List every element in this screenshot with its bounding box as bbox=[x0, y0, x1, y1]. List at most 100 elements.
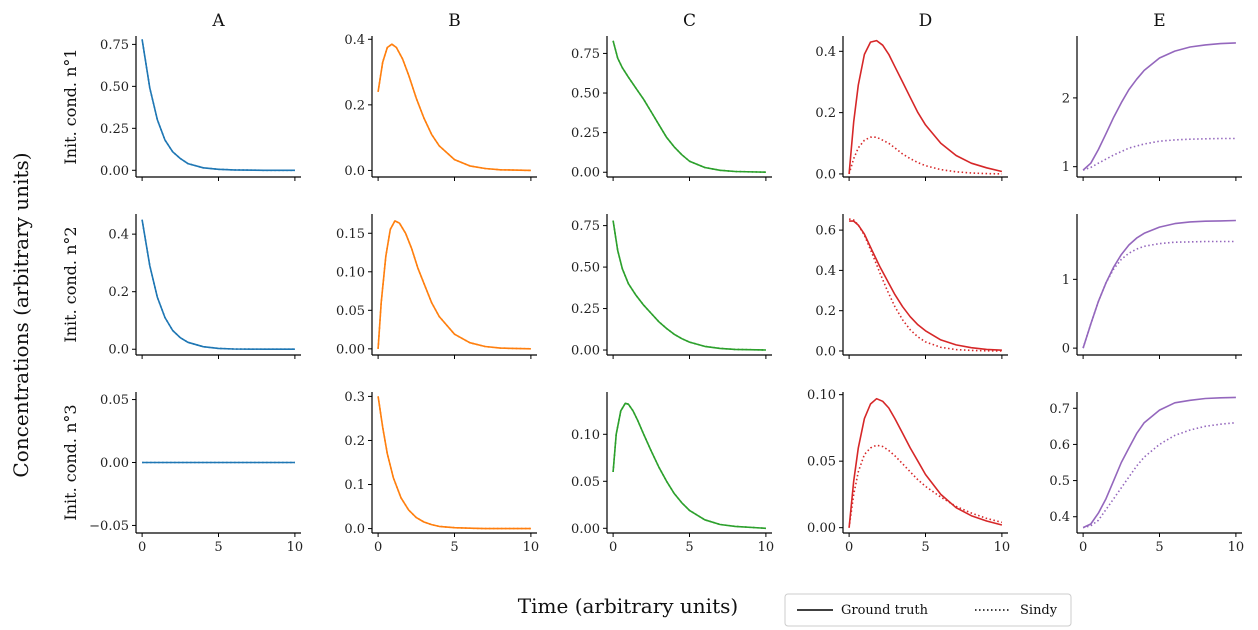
y-tick-label: 0.0 bbox=[815, 167, 836, 182]
legend-box bbox=[784, 593, 1072, 627]
x-tick-label: 5 bbox=[1155, 540, 1163, 555]
y-tick-label: 0.0 bbox=[815, 344, 836, 359]
y-tick-label: 0.00 bbox=[100, 456, 129, 471]
x-tick-label: 0 bbox=[845, 540, 853, 555]
y-tick-label: 0.05 bbox=[807, 455, 836, 470]
panel-e-row2: 01 bbox=[1062, 214, 1242, 359]
y-tick-label: 0.10 bbox=[807, 388, 836, 403]
series-ground-truth-line bbox=[1082, 219, 1236, 349]
y-tick-label: 0.75 bbox=[571, 47, 600, 62]
series-ground-truth-line bbox=[612, 40, 766, 173]
x-axis-label: Time (arbitrary units) bbox=[518, 594, 738, 618]
y-tick-label: 0.25 bbox=[100, 122, 129, 137]
legend: Ground truth Sindy bbox=[784, 593, 1072, 627]
series-sindy-line bbox=[612, 220, 766, 351]
x-tick-label: 0 bbox=[609, 540, 617, 555]
row-title-1: Init. cond. n°1 bbox=[61, 48, 80, 164]
series-ground-truth-line bbox=[1082, 396, 1236, 529]
x-tick-label: 0 bbox=[374, 540, 382, 555]
x-tick-label: 10 bbox=[994, 540, 1011, 555]
x-tick-label: 5 bbox=[450, 540, 458, 555]
y-tick-label: 0.2 bbox=[815, 106, 836, 121]
panel-e-row3: 0 5 10 0.4 0.5 0.6 0.7 bbox=[1049, 392, 1244, 555]
series-sindy-line bbox=[612, 402, 766, 530]
y-tick-label: 0 bbox=[1062, 342, 1070, 357]
x-tick-label: 10 bbox=[758, 540, 775, 555]
series-ground-truth-line bbox=[849, 220, 1002, 351]
series-ground-truth-line bbox=[612, 220, 766, 351]
x-tick-label: 5 bbox=[685, 540, 693, 555]
row-title-3: Init. cond. n°3 bbox=[61, 404, 80, 520]
y-tick-label: 0.25 bbox=[571, 126, 600, 141]
y-tick-label: 0.1 bbox=[344, 478, 365, 493]
series-ground-truth-line bbox=[141, 39, 295, 172]
y-tick-label: 2 bbox=[1062, 91, 1070, 106]
series-sindy-line bbox=[1082, 137, 1236, 171]
y-tick-label: 0.05 bbox=[100, 393, 129, 408]
y-tick-label: 0.50 bbox=[571, 261, 600, 276]
series-ground-truth-line bbox=[377, 220, 531, 350]
y-tick-label: 1 bbox=[1062, 160, 1070, 175]
y-tick-label: 0.00 bbox=[336, 342, 365, 357]
series-ground-truth-line bbox=[848, 39, 1003, 174]
y-tick-label: 0.4 bbox=[815, 45, 836, 60]
panel-a-row2: 0.0 0.2 0.4 bbox=[108, 214, 301, 359]
y-tick-label: 0.5 bbox=[1049, 474, 1070, 489]
y-tick-label: 0.4 bbox=[344, 33, 365, 48]
y-tick-label: 0.7 bbox=[1049, 402, 1070, 417]
x-tick-label: 5 bbox=[214, 540, 222, 555]
y-tick-label: 0.00 bbox=[571, 166, 600, 181]
y-tick-label: 0.05 bbox=[336, 304, 365, 319]
x-tick-label: 10 bbox=[287, 540, 304, 555]
series-ground-truth-line bbox=[377, 396, 531, 530]
y-tick-label: 0.00 bbox=[807, 521, 836, 536]
panel-d-row3: 0 5 10 0.00 0.05 0.10 bbox=[807, 388, 1010, 555]
panel-a-row3: 0 5 10 −0.05 0.00 0.05 bbox=[89, 392, 303, 555]
y-tick-label: −0.05 bbox=[89, 519, 129, 534]
panel-d-row2: 0.0 0.2 0.4 0.6 bbox=[815, 214, 1008, 359]
panel-b-row2: 0.00 0.05 0.10 0.15 bbox=[336, 214, 537, 359]
y-axis-label: Concentrations (arbitrary units) bbox=[9, 152, 33, 477]
panel-b-row3: 0 5 10 0.0 0.1 0.2 0.3 bbox=[344, 390, 539, 555]
y-tick-label: 0.25 bbox=[571, 302, 600, 317]
x-tick-label: 10 bbox=[523, 540, 540, 555]
series-sindy-line bbox=[848, 136, 1002, 175]
y-tick-label: 0.2 bbox=[344, 98, 365, 113]
series-sindy-line bbox=[612, 40, 766, 173]
series-sindy-line bbox=[1082, 240, 1236, 349]
row-title-2: Init. cond. n°2 bbox=[61, 226, 80, 342]
y-tick-label: 0.75 bbox=[571, 219, 600, 234]
column-title-e: E bbox=[1153, 11, 1165, 31]
panel-e-row1: 12 bbox=[1062, 36, 1242, 181]
panel-b-row1: 0.0 0.2 0.4 bbox=[344, 33, 537, 181]
legend-ground-truth-label: Ground truth bbox=[841, 603, 929, 618]
y-tick-label: 0.2 bbox=[344, 434, 365, 449]
y-tick-label: 0.00 bbox=[100, 164, 129, 179]
x-tick-label: 0 bbox=[1079, 540, 1087, 555]
panel-a-row1: 0.00 0.25 0.50 0.75 bbox=[100, 36, 301, 181]
y-tick-label: 0.0 bbox=[344, 522, 365, 537]
panel-c-row3: 0 5 10 0.00 0.05 0.10 bbox=[571, 392, 774, 555]
y-tick-label: 0.0 bbox=[344, 164, 365, 179]
y-tick-label: 1 bbox=[1062, 273, 1070, 288]
panel-grid: A B C D E Init. cond. n°1 Init. cond. n°2 Init.… bbox=[61, 11, 1244, 555]
y-tick-label: 0.10 bbox=[336, 265, 365, 280]
series-ground-truth-line bbox=[1082, 42, 1236, 171]
y-tick-label: 0.6 bbox=[815, 224, 836, 239]
series-ground-truth-line bbox=[377, 43, 531, 172]
column-title-d: D bbox=[919, 11, 933, 31]
y-tick-label: 0.0 bbox=[108, 343, 129, 358]
y-tick-label: 0.4 bbox=[815, 264, 836, 279]
panel-d-row1: 0.0 0.2 0.4 bbox=[815, 36, 1008, 182]
column-title-c: C bbox=[683, 11, 696, 31]
y-tick-label: 0.2 bbox=[108, 285, 129, 300]
series-sindy-line bbox=[141, 219, 295, 351]
column-title-b: B bbox=[448, 11, 461, 31]
series-sindy-line bbox=[1082, 421, 1236, 529]
panel-c-row2: 0.00 0.25 0.50 0.75 bbox=[571, 214, 772, 359]
y-tick-label: 0.6 bbox=[1049, 438, 1070, 453]
series-sindy-line bbox=[377, 396, 531, 530]
y-tick-label: 0.75 bbox=[100, 38, 129, 53]
column-title-a: A bbox=[211, 11, 225, 31]
